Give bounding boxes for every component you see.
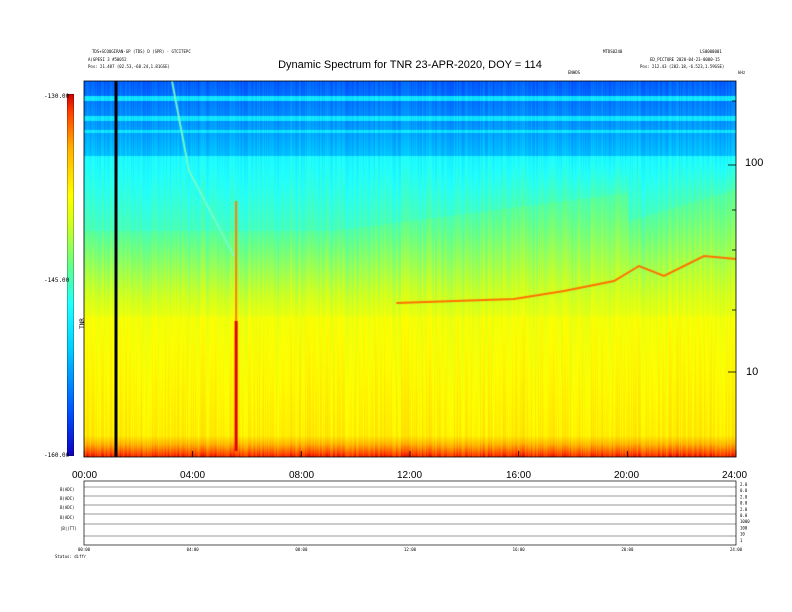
status-label: Status: diffr: [55, 554, 87, 559]
time-tick-3: 12:00: [397, 470, 423, 481]
colorbar-tick-mid: -145.00: [44, 277, 70, 284]
header-right-top2: LS0000001: [700, 49, 722, 54]
header-left-line1: TDS+SCOOGIRAN-GP (TDS) D (SPR) - GTCITEP…: [92, 49, 191, 54]
freq-tick-100: 100: [745, 157, 764, 169]
header-left-line3: Pos: 21.487 (02.53,-68.24,1.81GSE): [88, 64, 170, 69]
ancillary-x-tick: 08:00: [295, 547, 308, 552]
header-right-line2: ED_PICTURE 2020-04-23-0000-15: [650, 57, 720, 62]
ancillary-x-tick: 20:00: [621, 547, 634, 552]
ancillary-right-tick: 1000: [740, 519, 750, 524]
colorbar: [67, 94, 74, 456]
spectrogram-panel: [84, 81, 736, 457]
time-tick-2: 08:00: [289, 470, 315, 481]
ancillary-right-tick: 10: [740, 532, 745, 537]
ancillary-x-tick: 00:00: [78, 547, 91, 552]
colorbar-tick-top: -130.00: [44, 93, 70, 100]
ancillary-row-label: B(ADC): [60, 487, 74, 492]
header-center-right: ENHDS: [568, 70, 581, 75]
header-right-line3: Pos: 212.43 (202.18,-6.523,1.59GSE): [640, 64, 725, 69]
ancillary-right-tick: 2.0: [740, 507, 748, 512]
ancillary-right-tick: 0.0: [740, 488, 748, 493]
ancillary-row-label: B(ADC): [60, 515, 74, 520]
ancillary-right-tick: 2.0: [740, 482, 748, 487]
ancillary-right-tick: 0.0: [740, 501, 748, 506]
header-right-top1: MTDS0240: [603, 49, 623, 54]
ancillary-row-label: |B|(TT): [60, 526, 77, 531]
time-tick-4: 16:00: [506, 470, 532, 481]
freq-tick-10: 10: [746, 366, 759, 378]
ancillary-panel: B(ADC)B(ADC)B(ADC)B(ADC)|B|(TT) 2.00.02.…: [55, 480, 750, 559]
header-left-line2: A(GPESI 3 #50052: [88, 57, 127, 62]
time-tick-0: 00:00: [72, 470, 98, 481]
ancillary-right-tick: 100: [740, 525, 748, 530]
ancillary-row-label: B(ADC): [60, 496, 74, 501]
ancillary-row-label: B(ADC): [60, 505, 74, 510]
chart-title: Dynamic Spectrum for TNR 23-APR-2020, DO…: [278, 59, 542, 71]
ancillary-x-tick: 24:00: [730, 547, 743, 552]
ancillary-x-tick: 12:00: [404, 547, 417, 552]
colorbar-tick-bottom: -160.00: [44, 452, 70, 459]
spectrogram-heatmap: [84, 81, 736, 457]
time-tick-1: 04:00: [180, 470, 206, 481]
ancillary-x-tick: 04:00: [187, 547, 200, 552]
time-tick-6: 24:00: [722, 470, 748, 481]
ancillary-right-tick: 1: [740, 538, 743, 543]
ancillary-x-tick: 16:00: [513, 547, 526, 552]
time-tick-5: 20:00: [614, 470, 640, 481]
ancillary-right-tick: 0.0: [740, 513, 748, 518]
header-right-unit: kHz: [738, 70, 746, 75]
ancillary-right-tick: 2.0: [740, 494, 748, 499]
